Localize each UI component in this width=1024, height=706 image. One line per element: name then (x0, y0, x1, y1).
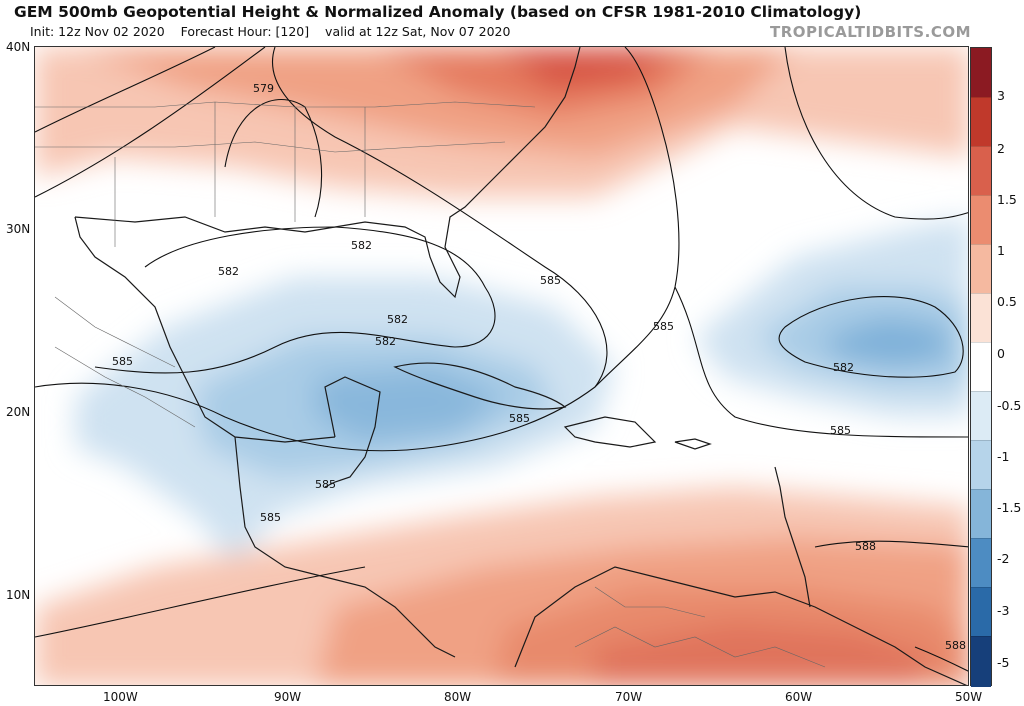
lon-label: 70W (615, 690, 643, 704)
lon-label: 90W (274, 690, 302, 704)
lon-label: 100W (103, 690, 138, 704)
colorbar (970, 47, 992, 687)
contour-label: 585 (112, 355, 133, 368)
colorbar-segment (971, 636, 991, 687)
contour-label: 582 (387, 313, 408, 326)
contour-label: 585 (509, 412, 530, 425)
colorbar-segment (971, 48, 991, 98)
colorbar-segment (971, 391, 991, 442)
colorbar-label: -1.5 (997, 500, 1022, 515)
lat-label: 10N (6, 588, 31, 602)
colorbar-label: 3 (997, 88, 1005, 103)
colorbar-segment (971, 195, 991, 246)
colorbar-label: -1 (997, 449, 1010, 464)
colorbar-label: -0.5 (997, 398, 1022, 413)
colorbar-segment (971, 244, 991, 295)
init-time: Init: 12z Nov 02 2020 (30, 24, 165, 39)
colorbar-segment (971, 342, 991, 393)
colorbar-segment (971, 489, 991, 540)
contour-label: 582 (218, 265, 239, 278)
lon-label: 80W (444, 690, 472, 704)
contour-label: 585 (260, 511, 281, 524)
colorbar-label: -3 (997, 603, 1010, 618)
colorbar-segment (971, 440, 991, 491)
lon-label: 60W (785, 690, 813, 704)
colorbar-label: -5 (997, 655, 1010, 670)
colorbar-label: -2 (997, 551, 1010, 566)
colorbar-segment (971, 97, 991, 148)
colorbar-label: 1 (997, 243, 1005, 258)
contour-labels: 579 582 582 582 582 585 585 585 585 585 … (112, 82, 966, 652)
colorbar-segment (971, 538, 991, 589)
brand-watermark: TROPICALTIDBITS.COM (770, 23, 971, 41)
init-line: Init: 12z Nov 02 2020 Forecast Hour: [12… (30, 24, 510, 39)
contour-label: 582 (375, 335, 396, 348)
colorbar-label: 1.5 (997, 192, 1017, 207)
contour-label: 585 (830, 424, 851, 437)
contour-label: 585 (315, 478, 336, 491)
contour-label: 582 (833, 361, 854, 374)
contour-label: 585 (540, 274, 561, 287)
lon-label: 50W (955, 690, 983, 704)
lat-label: 40N (6, 40, 31, 54)
colorbar-label: 2 (997, 141, 1005, 156)
map-title: GEM 500mb Geopotential Height & Normaliz… (14, 3, 862, 21)
lat-label: 20N (6, 405, 31, 419)
colorbar-label: 0 (997, 346, 1005, 361)
lat-label: 30N (6, 222, 31, 236)
anomaly-field: 579 582 582 582 582 585 585 585 585 585 … (35, 47, 968, 685)
colorbar-segment (971, 293, 991, 344)
contour-label: 588 (855, 540, 876, 553)
map-panel[interactable]: 579 582 582 582 582 585 585 585 585 585 … (34, 46, 969, 686)
colorbar-label: 0.5 (997, 294, 1017, 309)
forecast-hour: Forecast Hour: [120] (180, 24, 310, 39)
valid-time: valid at 12z Sat, Nov 07 2020 (325, 24, 511, 39)
contour-label: 579 (253, 82, 274, 95)
contour-label: 585 (653, 320, 674, 333)
colorbar-segment (971, 146, 991, 197)
contour-label: 588 (945, 639, 966, 652)
contour-label: 582 (351, 239, 372, 252)
colorbar-segment (971, 587, 991, 638)
